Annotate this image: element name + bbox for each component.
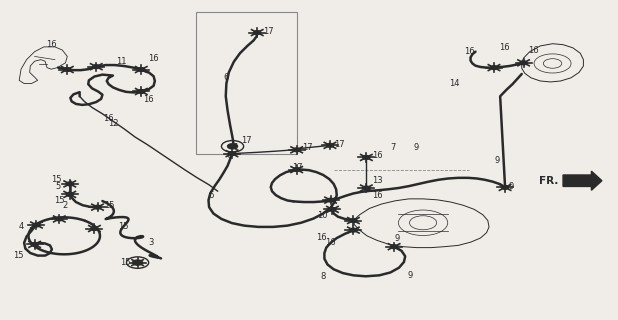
Text: 16: 16	[148, 53, 159, 62]
Circle shape	[350, 228, 357, 232]
Circle shape	[490, 66, 497, 69]
Circle shape	[520, 61, 527, 65]
Text: 17: 17	[263, 28, 274, 36]
Circle shape	[64, 68, 71, 71]
Text: 4: 4	[19, 222, 23, 231]
Circle shape	[350, 219, 357, 222]
Circle shape	[66, 182, 74, 186]
Circle shape	[138, 68, 145, 71]
Text: 17: 17	[334, 140, 344, 148]
Text: 9: 9	[495, 156, 500, 164]
Circle shape	[293, 148, 300, 152]
Text: 16: 16	[372, 151, 383, 160]
Circle shape	[293, 168, 300, 172]
Circle shape	[363, 156, 370, 159]
Text: 12: 12	[108, 119, 119, 128]
Text: 3: 3	[149, 238, 154, 247]
Text: 15: 15	[119, 222, 129, 231]
Circle shape	[327, 198, 334, 202]
Text: 9: 9	[394, 234, 399, 243]
Text: 16: 16	[143, 95, 154, 104]
Circle shape	[363, 186, 370, 190]
Text: 11: 11	[116, 57, 126, 66]
Circle shape	[56, 217, 63, 221]
Text: 9: 9	[413, 143, 419, 152]
Text: 17: 17	[241, 136, 252, 145]
Circle shape	[66, 193, 74, 196]
Text: 15: 15	[54, 196, 64, 205]
Circle shape	[134, 261, 141, 264]
Text: 6: 6	[224, 73, 229, 82]
Circle shape	[138, 90, 145, 93]
Text: 9: 9	[408, 271, 413, 280]
Polygon shape	[563, 171, 602, 190]
Circle shape	[253, 31, 261, 35]
Text: 6: 6	[208, 191, 213, 200]
Circle shape	[94, 205, 101, 209]
Circle shape	[91, 227, 98, 230]
Text: 17: 17	[292, 163, 302, 172]
Text: 15: 15	[51, 175, 61, 184]
Text: 5: 5	[56, 182, 61, 191]
Bar	[195, 12, 297, 154]
Circle shape	[329, 208, 336, 211]
Circle shape	[228, 152, 235, 156]
Circle shape	[391, 245, 398, 249]
Circle shape	[133, 260, 143, 265]
Text: 17: 17	[302, 143, 312, 152]
Text: 16: 16	[103, 114, 114, 123]
Circle shape	[93, 65, 100, 68]
Circle shape	[326, 143, 334, 147]
Circle shape	[31, 243, 38, 246]
Circle shape	[501, 186, 509, 189]
Circle shape	[227, 144, 237, 149]
Text: 14: 14	[449, 79, 460, 88]
Text: 16: 16	[464, 47, 474, 56]
Text: 15: 15	[104, 201, 115, 210]
Text: 16: 16	[46, 40, 57, 49]
Text: 16: 16	[372, 190, 383, 200]
Text: 16: 16	[528, 45, 538, 55]
Text: 16: 16	[326, 238, 336, 247]
Text: 8: 8	[320, 272, 326, 281]
Text: 15: 15	[120, 258, 130, 267]
Text: 16: 16	[499, 43, 510, 52]
Text: 10: 10	[317, 211, 328, 220]
Text: 16: 16	[316, 233, 326, 242]
Text: 13: 13	[372, 176, 383, 185]
Text: 1: 1	[234, 143, 239, 152]
Text: 15: 15	[13, 251, 23, 260]
Text: 6: 6	[226, 151, 231, 160]
Text: FR.: FR.	[540, 176, 559, 186]
Text: 9: 9	[508, 182, 514, 191]
Circle shape	[33, 223, 40, 227]
Text: 2: 2	[62, 201, 67, 210]
Text: 7: 7	[390, 143, 396, 152]
